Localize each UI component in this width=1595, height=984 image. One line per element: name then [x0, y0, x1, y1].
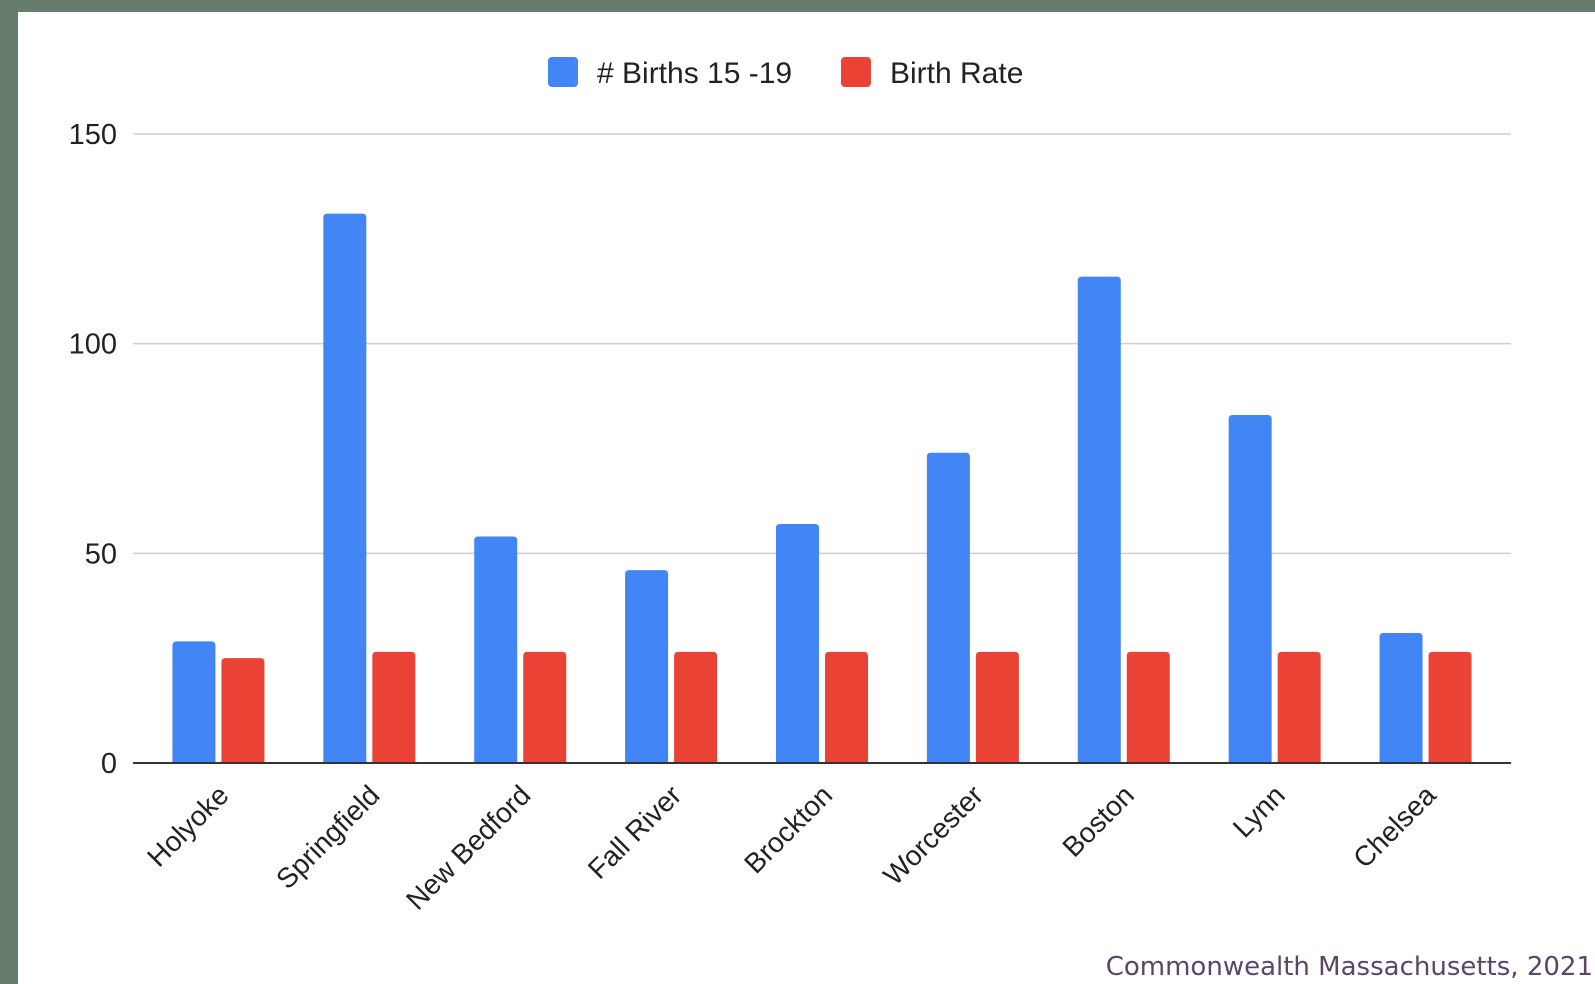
x-tick-label-boston: Boston	[1056, 779, 1140, 863]
chart-frame: 0 50 100 150 Holyoke Springfield New Bedford Fa…	[18, 12, 1595, 984]
x-tick-label-lynn: Lynn	[1227, 779, 1291, 843]
bar-births-worcester	[926, 452, 970, 763]
bar-birth-rate-lynn	[1277, 651, 1321, 763]
bar-birth-rate-new-bedford	[523, 651, 567, 763]
y-tick-label-150: 150	[69, 119, 117, 151]
x-tick-label-worcester: Worcester	[877, 779, 989, 891]
bar-births-fall-river	[625, 570, 669, 763]
x-tick-label-chelsea: Chelsea	[1347, 779, 1442, 874]
bar-birth-rate-springfield	[372, 651, 416, 763]
x-tick-label-springfield: Springfield	[270, 779, 385, 894]
bar-births-brockton	[776, 523, 819, 763]
x-tick-label-new-bedford: New Bedford	[400, 779, 536, 915]
bar-birth-rate-fall-river	[674, 651, 718, 763]
legend-label-birth-rate: Birth Rate	[890, 57, 1023, 90]
y-tick-label-0: 0	[101, 748, 117, 780]
y-tick-label-100: 100	[69, 329, 117, 361]
bar-birth-rate-brockton	[825, 651, 868, 763]
bar-birth-rate-chelsea	[1428, 651, 1472, 763]
x-tick-label-holyoke: Holyoke	[141, 779, 234, 872]
bar-birth-rate-boston	[1126, 651, 1170, 763]
x-tick-label-fall-river: Fall River	[582, 779, 688, 885]
bar-births-new-bedford	[474, 536, 518, 763]
bar-births-springfield	[323, 213, 367, 763]
bar-birth-rate-worcester	[975, 651, 1019, 763]
bar-birth-rate-holyoke	[221, 658, 265, 763]
y-tick-label-50: 50	[85, 538, 117, 570]
source-note: Commonwealth Massachusetts, 2021	[1103, 950, 1595, 984]
bar-births-chelsea	[1379, 633, 1423, 763]
legend-label-births: # Births 15 -19	[597, 57, 792, 90]
bar-chart: 0 50 100 150 Holyoke Springfield New Bedford Fa…	[69, 57, 1511, 916]
bar-births-lynn	[1228, 414, 1272, 763]
x-tick-label-brockton: Brockton	[738, 779, 838, 879]
legend-swatch-births	[548, 57, 578, 87]
bar-births-holyoke	[172, 641, 216, 763]
legend-swatch-birth-rate	[841, 57, 871, 87]
bar-births-boston	[1077, 276, 1121, 763]
